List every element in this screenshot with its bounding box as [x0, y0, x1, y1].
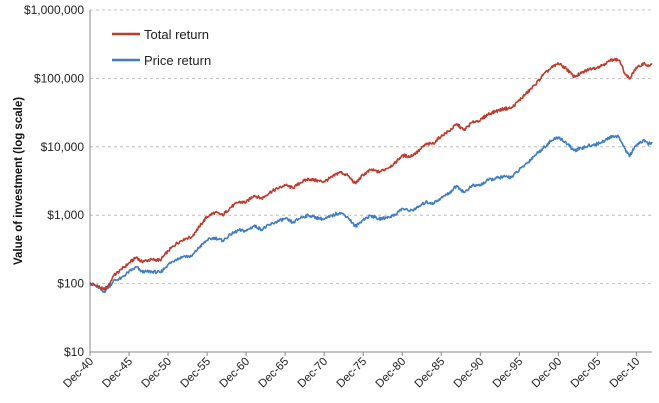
y-tick-labels: $10 $100 $1,000 $10,000 $100,000 $1,000,000: [24, 3, 84, 359]
x-tick-label: Dec-80: [374, 356, 409, 391]
x-tick-label: Dec-85: [413, 356, 448, 391]
x-tick-label: Dec-10: [608, 356, 643, 391]
x-tick-label: Dec-60: [218, 356, 253, 391]
y-tick-label: $10,000: [41, 140, 85, 154]
series-line-price-return: [89, 134, 653, 294]
x-tick-label: Dec-50: [139, 356, 174, 391]
y-tick-label: $1,000: [47, 208, 84, 222]
gridlines: [90, 9, 652, 285]
y-tick-label: $10: [64, 345, 84, 359]
x-tick-label: Dec-95: [491, 356, 526, 391]
x-tick-label: Dec-90: [452, 356, 487, 391]
series-lines: [89, 57, 653, 294]
x-tick-label: Dec-75: [335, 356, 370, 391]
legend-label-price-return: Price return: [144, 53, 211, 68]
y-tick-label: $1,000,000: [24, 3, 84, 17]
x-tick-label: Dec-40: [61, 356, 96, 391]
legend: Total return Price return: [112, 27, 211, 68]
x-tick-label: Dec-70: [296, 356, 331, 391]
x-tick-labels: Dec-40 Dec-45 Dec-50 Dec-55 Dec-60 Dec-65 Dec-…: [61, 356, 642, 391]
y-tick-label: $100: [57, 277, 84, 291]
x-tick-label: Dec-00: [530, 356, 565, 391]
axes: [89, 10, 652, 356]
x-tick-label: Dec-65: [257, 356, 292, 391]
x-tick-label: Dec-05: [569, 356, 604, 391]
series-line-total-return: [89, 57, 653, 291]
legend-label-total-return: Total return: [144, 27, 209, 42]
x-tick-label: Dec-45: [100, 356, 135, 391]
y-tick-label: $100,000: [34, 71, 84, 85]
y-axis-label: Value of investment (log scale): [13, 97, 25, 265]
x-tick-label: Dec-55: [179, 356, 214, 391]
